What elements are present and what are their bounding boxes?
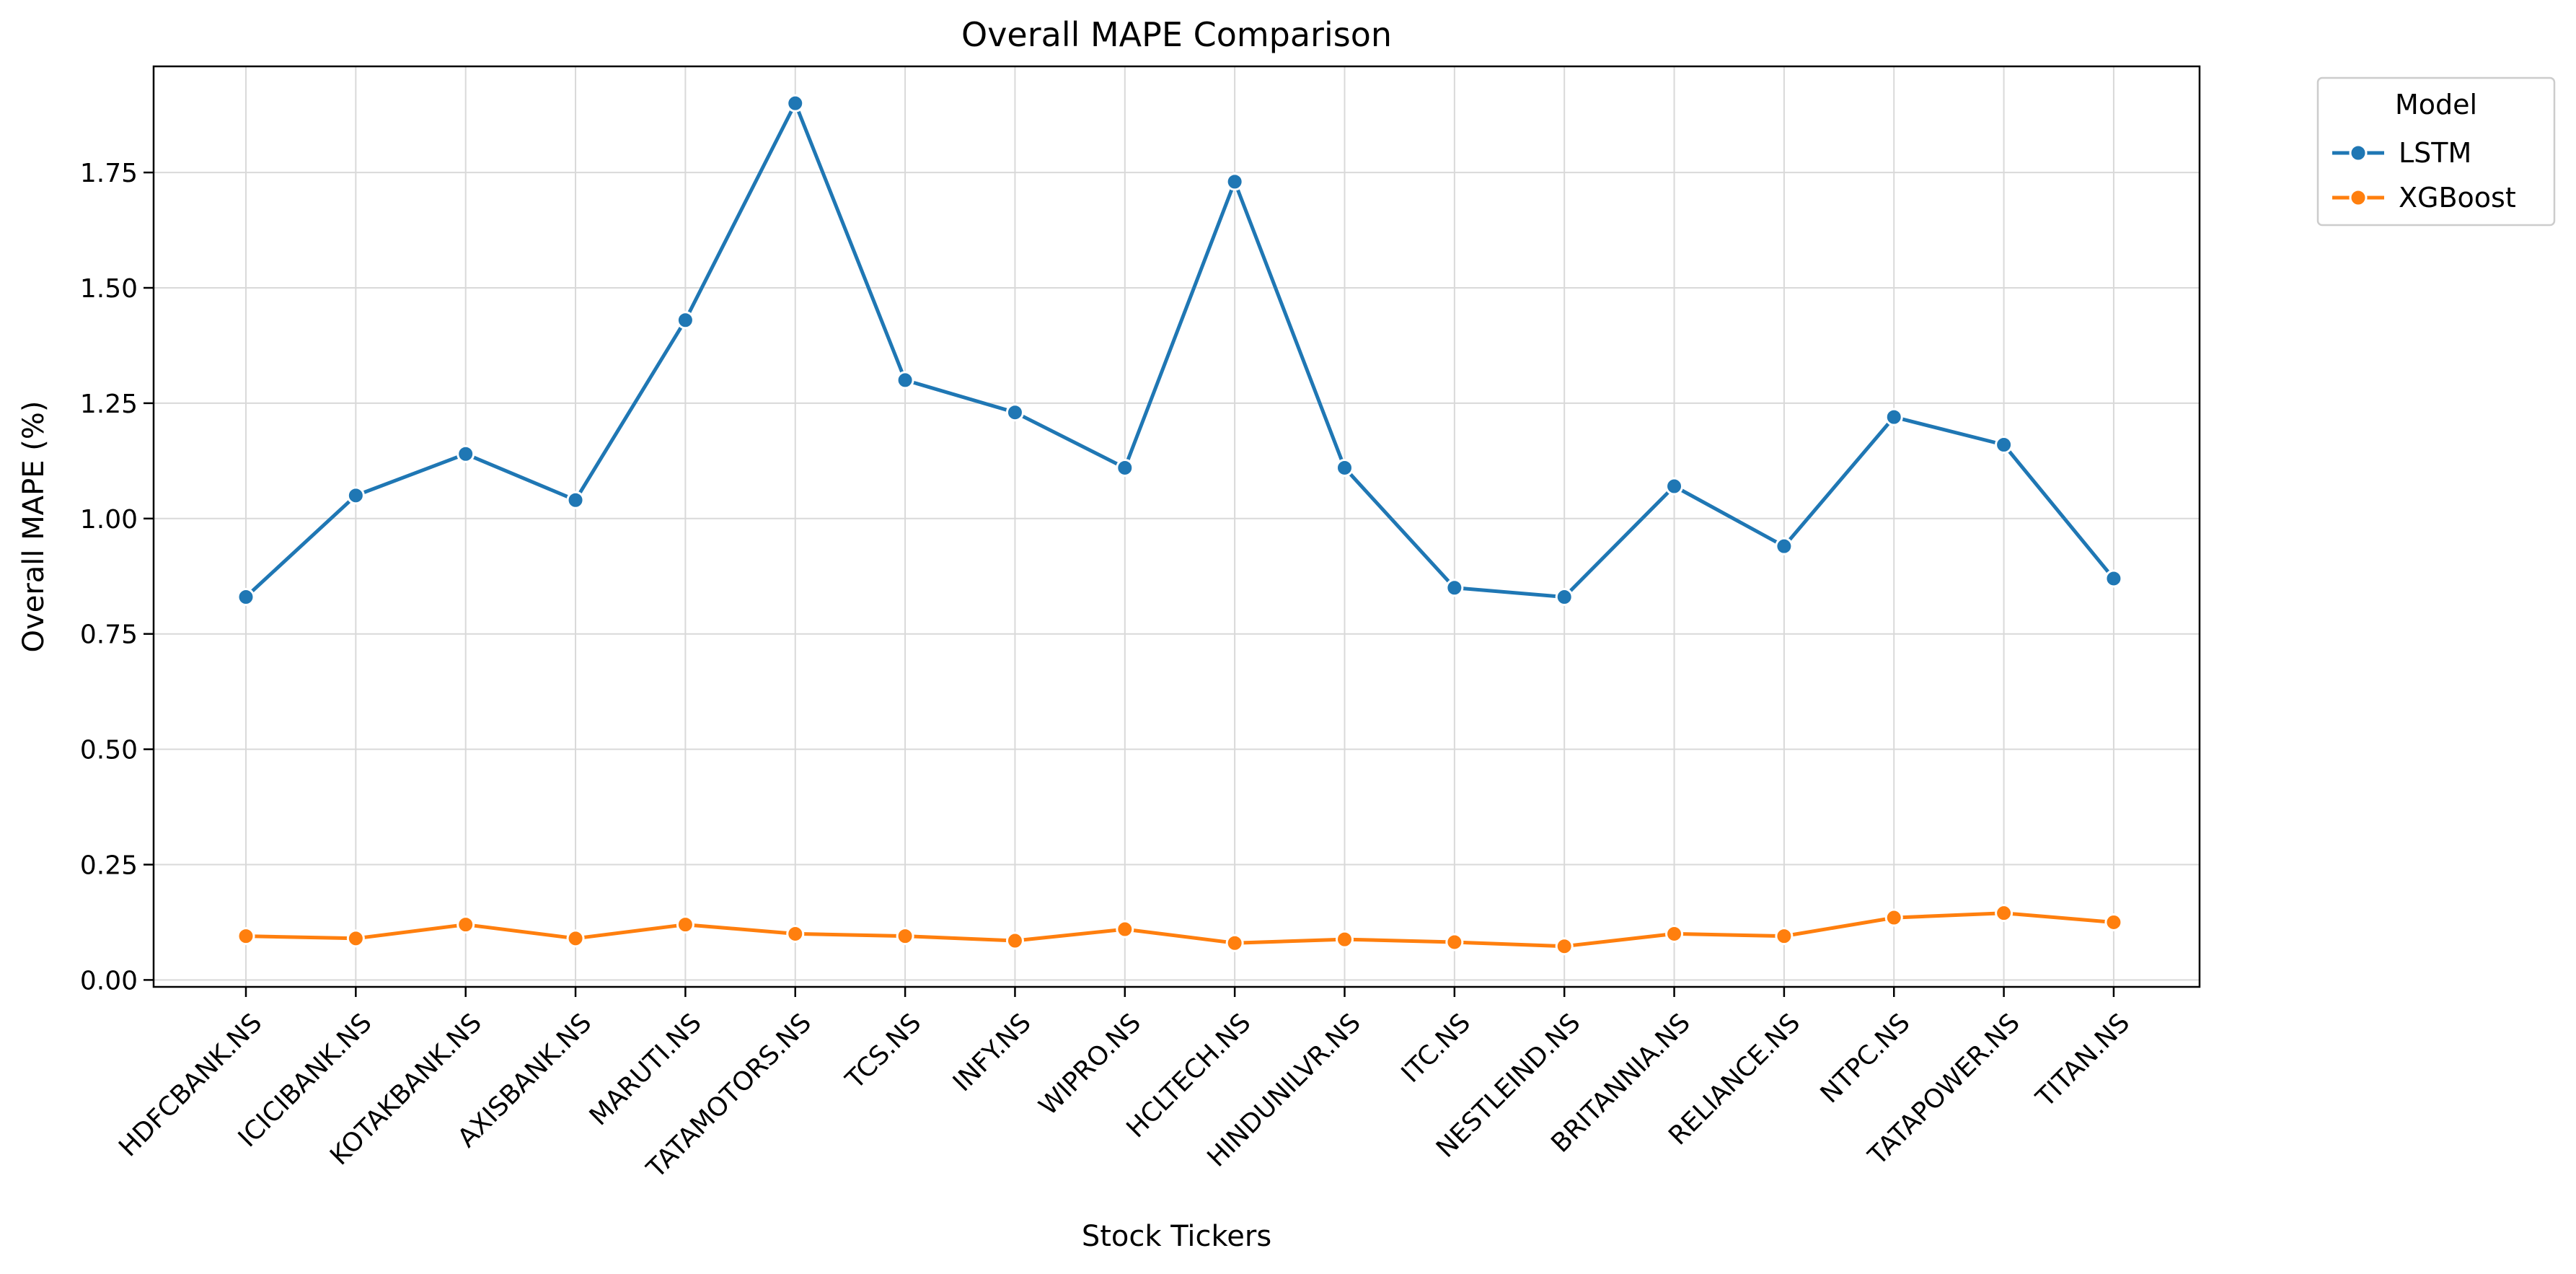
y-tick-label: 1.75 <box>80 159 138 188</box>
data-point-lstm <box>1445 579 1464 597</box>
data-point-xgboost <box>1445 933 1464 952</box>
data-point-lstm <box>786 94 805 113</box>
x-tick-label: TCS.NS <box>839 1008 927 1095</box>
series-line-xgboost <box>244 911 2116 949</box>
y-tick-label: 0.75 <box>80 620 138 650</box>
legend-title: Model <box>2395 89 2477 120</box>
data-point-lstm <box>566 491 585 509</box>
data-point-xgboost <box>2104 913 2123 931</box>
legend-box <box>2316 76 2556 227</box>
grid-layer <box>154 66 2200 987</box>
series-layer <box>237 94 2123 956</box>
x-tick-label: INFY.NS <box>948 1008 1037 1097</box>
data-point-lstm <box>1225 172 1244 191</box>
data-point-lstm <box>676 311 694 330</box>
data-point-lstm <box>2104 569 2123 588</box>
data-point-lstm <box>1775 537 1794 555</box>
data-point-lstm <box>1995 435 2013 454</box>
y-tick-label: 1.50 <box>80 274 138 304</box>
x-tick-label: ITC.NS <box>1396 1008 1477 1089</box>
y-tick-label: 1.00 <box>80 505 138 535</box>
legend-label: XGBoost <box>2399 182 2516 214</box>
x-tick-label: NTPC.NS <box>1815 1008 1916 1109</box>
data-point-xgboost <box>676 915 694 934</box>
data-point-xgboost <box>1665 924 1684 943</box>
y-tick-label: 0.00 <box>80 966 138 996</box>
data-point-xgboost <box>896 927 914 946</box>
data-point-lstm <box>456 444 475 463</box>
data-point-lstm <box>237 588 255 607</box>
data-point-xgboost <box>456 915 475 934</box>
y-tick-label: 1.25 <box>80 390 138 419</box>
data-point-xgboost <box>1555 937 1574 956</box>
legend-label: LSTM <box>2399 137 2471 169</box>
data-point-xgboost <box>237 927 255 946</box>
series-line-lstm <box>244 101 2116 599</box>
chart-title: Overall MAPE Comparison <box>961 15 1392 54</box>
x-axis-title: Stock Tickers <box>1082 1220 1271 1253</box>
y-ticks: 0.00 0.25 0.50 0.75 1.00 1.25 1.50 1.75 <box>80 159 154 996</box>
data-point-xgboost <box>1884 908 1903 927</box>
data-point-xgboost <box>346 929 365 948</box>
data-point-xgboost <box>786 924 805 943</box>
x-ticks: HDFCBANK.NSICICIBANK.NSKOTAKBANK.NSAXISB… <box>113 987 2135 1185</box>
legend-swatch-marker <box>2349 144 2368 162</box>
legend: Model LSTM XGBoost <box>2316 76 2556 227</box>
plot-frame <box>152 65 2201 988</box>
data-point-xgboost <box>1775 927 1794 946</box>
x-tick-label: WIPRO.NS <box>1033 1008 1147 1121</box>
data-point-xgboost <box>1995 904 2013 923</box>
data-point-xgboost <box>1336 930 1354 949</box>
data-point-lstm <box>1555 588 1574 607</box>
x-tick-label: MARUTI.NS <box>584 1008 707 1131</box>
data-point-lstm <box>1005 403 1024 422</box>
data-point-lstm <box>1884 408 1903 426</box>
x-tick-label: TITAN.NS <box>2030 1008 2135 1113</box>
data-point-xgboost <box>1116 920 1134 939</box>
y-tick-label: 0.25 <box>80 851 138 881</box>
data-point-xgboost <box>1225 933 1244 952</box>
y-tick-label: 0.50 <box>80 736 138 765</box>
data-point-xgboost <box>566 929 585 948</box>
data-point-xgboost <box>1005 931 1024 950</box>
y-axis-title: Overall MAPE (%) <box>17 401 50 653</box>
data-point-lstm <box>896 371 914 390</box>
data-point-lstm <box>1665 477 1684 496</box>
data-point-lstm <box>1336 458 1354 477</box>
legend-swatch-marker <box>2349 188 2368 207</box>
legend-items: LSTM XGBoost <box>2332 137 2516 214</box>
data-point-lstm <box>346 486 365 505</box>
data-point-lstm <box>1116 458 1134 477</box>
